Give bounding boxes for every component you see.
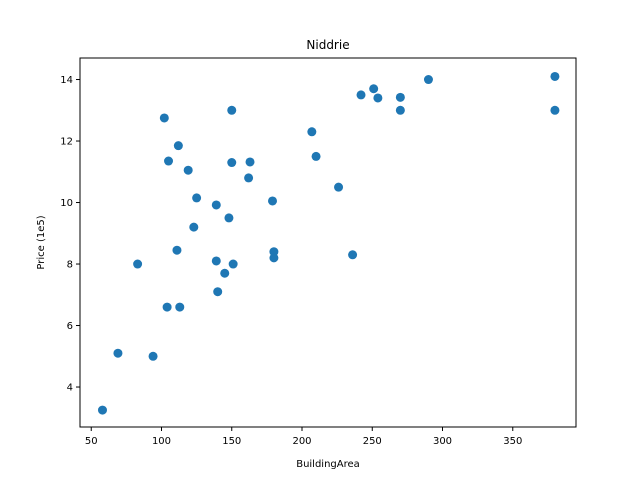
data-point-1 — [113, 348, 123, 358]
data-point-21 — [244, 173, 254, 183]
x-tick-label: 150 — [222, 436, 241, 447]
plot-frame — [79, 57, 577, 428]
y-tick-label: 14 — [60, 75, 73, 86]
data-point-8 — [173, 141, 183, 151]
data-point-20 — [228, 259, 238, 269]
data-point-32 — [373, 93, 383, 103]
data-point-10 — [183, 165, 193, 175]
x-tick-label: 250 — [363, 436, 382, 447]
data-point-3 — [148, 351, 158, 361]
y-tick-label: 10 — [60, 198, 73, 209]
data-point-34 — [395, 105, 405, 115]
data-point-26 — [307, 127, 317, 137]
data-point-5 — [162, 302, 172, 312]
data-point-25 — [269, 253, 279, 263]
x-axis-ticks: 50 100 150 200 250 300 350 — [85, 427, 522, 447]
data-point-23 — [268, 196, 277, 206]
data-point-11 — [189, 222, 199, 232]
y-tick-label: 8 — [67, 260, 73, 271]
data-point-22 — [245, 157, 255, 167]
data-point-37 — [550, 105, 560, 115]
data-point-9 — [175, 302, 185, 312]
data-point-13 — [211, 200, 221, 210]
x-tick-label: 200 — [292, 436, 311, 447]
data-point-35 — [423, 75, 433, 85]
x-tick-label: 50 — [85, 436, 98, 447]
data-point-29 — [348, 250, 358, 260]
data-point-28 — [334, 182, 344, 192]
data-point-0 — [97, 405, 107, 415]
data-point-4 — [159, 113, 169, 123]
data-point-27 — [311, 151, 321, 161]
data-point-2 — [133, 259, 143, 269]
data-point-15 — [213, 287, 223, 297]
y-tick-label: 12 — [60, 137, 73, 148]
data-point-36 — [550, 71, 560, 81]
x-tick-label: 300 — [433, 436, 452, 447]
y-tick-label: 6 — [67, 321, 73, 332]
x-tick-label: 100 — [152, 436, 171, 447]
data-point-19 — [227, 158, 237, 168]
y-tick-label: 4 — [67, 383, 73, 394]
y-axis-ticks: 4 6 8 10 12 14 — [60, 75, 80, 394]
data-point-24 — [269, 247, 279, 257]
data-point-14 — [211, 256, 221, 266]
data-point-18 — [227, 105, 237, 115]
data-point-31 — [369, 84, 379, 94]
chart-title: Niddrie — [306, 38, 349, 52]
data-point-7 — [172, 245, 182, 255]
data-point-33 — [395, 92, 405, 102]
data-point-6 — [164, 156, 174, 166]
data-points — [97, 71, 560, 415]
y-axis-label: Price (1e5) — [36, 215, 47, 269]
x-axis-label: BuildingArea — [296, 459, 360, 470]
data-point-12 — [192, 193, 202, 203]
data-point-17 — [224, 213, 234, 223]
x-tick-label: 350 — [503, 436, 522, 447]
data-point-16 — [220, 268, 230, 278]
data-point-30 — [356, 90, 366, 100]
